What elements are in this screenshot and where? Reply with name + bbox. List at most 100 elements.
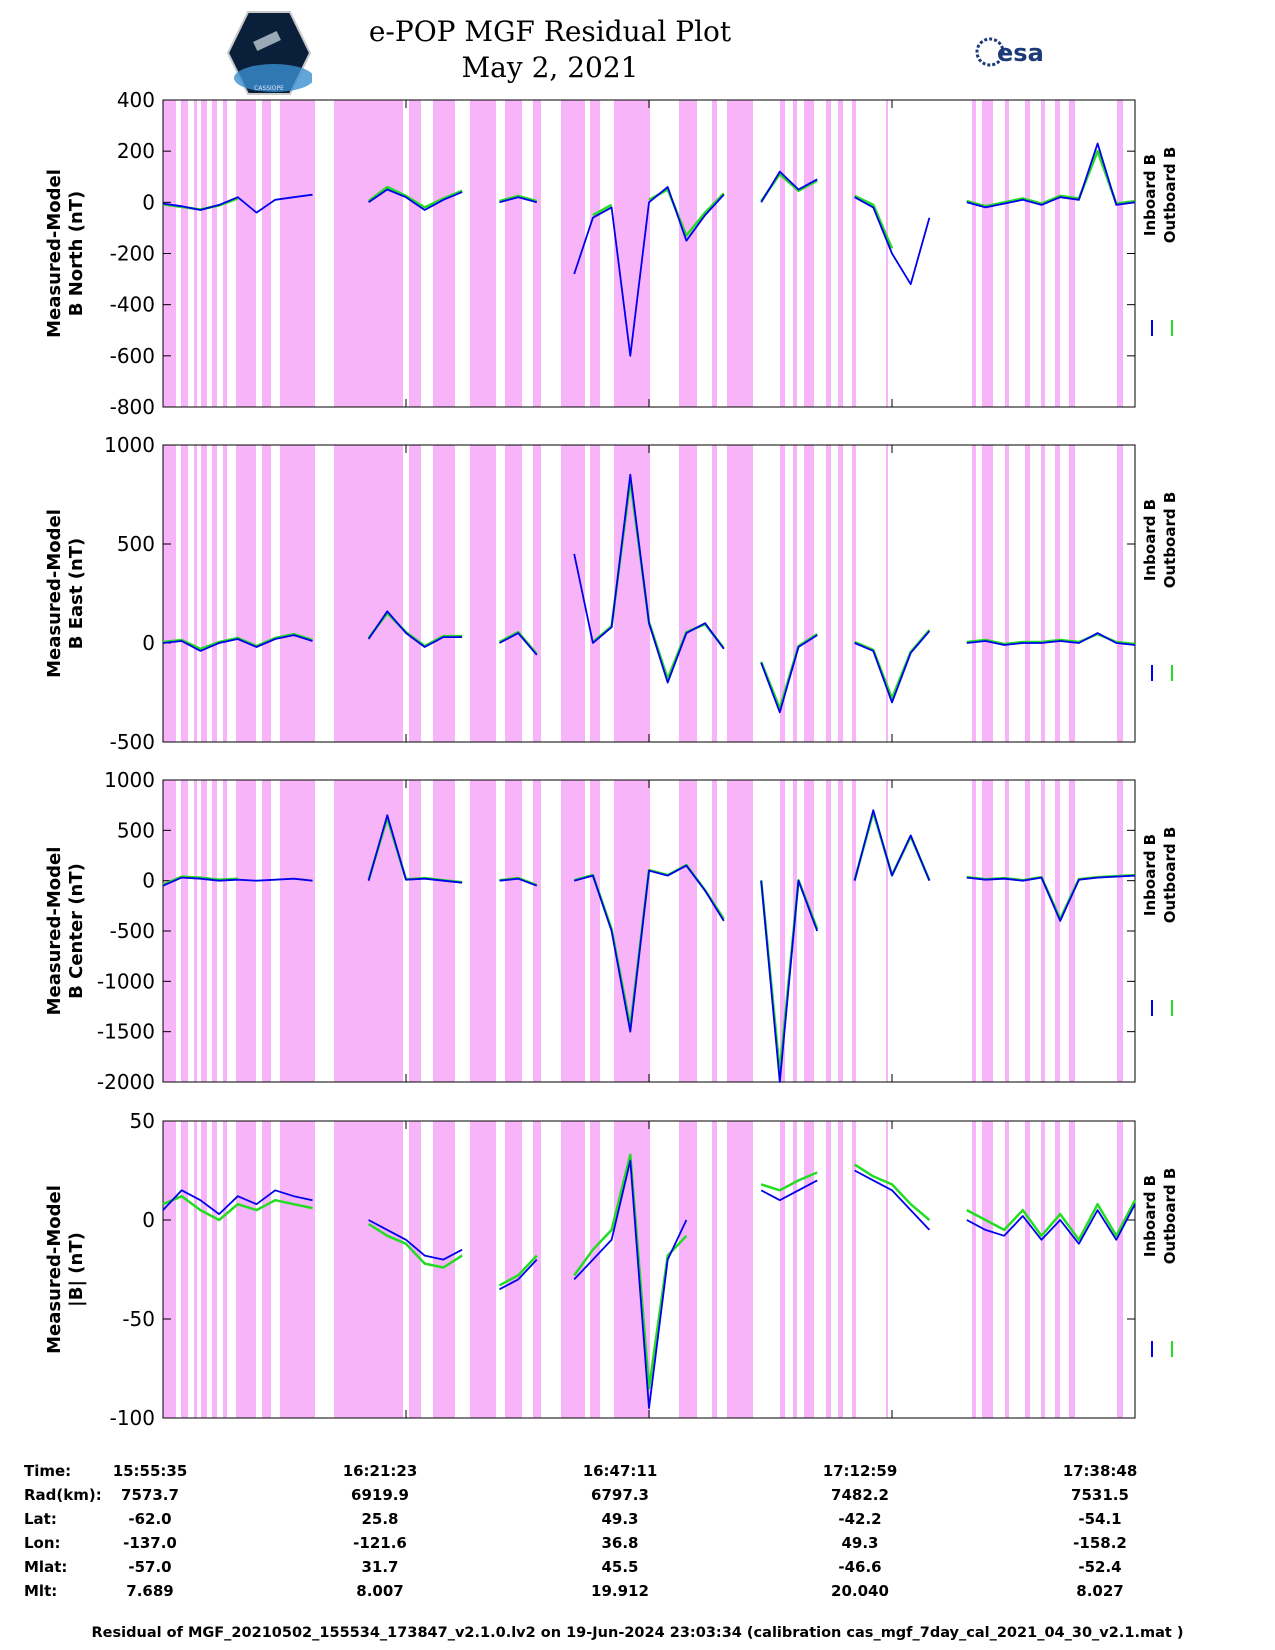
shaded-band xyxy=(1005,100,1009,407)
shaded-band xyxy=(886,100,888,407)
table-row-label: Lat: xyxy=(24,1510,57,1528)
legend-entry: Inboard B xyxy=(1141,834,1159,916)
table-cell: 16:47:11 xyxy=(582,1462,658,1480)
shaded-band xyxy=(712,780,717,1082)
shaded-band xyxy=(409,1121,421,1418)
shaded-band xyxy=(614,100,650,407)
y-tick-label: -2000 xyxy=(97,1070,155,1094)
shaded-band xyxy=(470,780,496,1082)
shaded-band xyxy=(433,1121,455,1418)
shaded-band xyxy=(852,1121,856,1418)
shaded-band xyxy=(334,1121,403,1418)
table-cell: 20.040 xyxy=(831,1582,889,1600)
shaded-band xyxy=(727,1121,753,1418)
inboard-series-line xyxy=(162,809,1136,1083)
table-cell: 45.5 xyxy=(601,1558,639,1576)
table-cell: -62.0 xyxy=(128,1510,172,1528)
shaded-band xyxy=(561,780,585,1082)
shaded-band xyxy=(838,1121,843,1418)
table-cell: 17:38:48 xyxy=(1062,1462,1138,1480)
table-cell: -54.1 xyxy=(1078,1510,1122,1528)
shaded-band xyxy=(334,100,403,407)
shaded-band xyxy=(1041,780,1045,1082)
shaded-band xyxy=(262,100,271,407)
y-tick-label: -500 xyxy=(110,730,155,754)
shaded-band xyxy=(793,780,797,1082)
shaded-band xyxy=(201,100,207,407)
shaded-band xyxy=(793,1121,797,1418)
shaded-band xyxy=(223,780,227,1082)
shaded-band xyxy=(1005,445,1009,742)
esa-logo: esa xyxy=(975,37,1044,67)
shaded-band xyxy=(1025,445,1030,742)
shaded-band xyxy=(334,780,403,1082)
shaded-band xyxy=(780,1121,785,1418)
shaded-band xyxy=(590,445,600,742)
shaded-band xyxy=(201,445,207,742)
y-tick-label: 200 xyxy=(117,139,155,163)
shaded-band xyxy=(804,1121,814,1418)
table-cell: 6919.9 xyxy=(351,1486,409,1504)
shaded-band xyxy=(712,445,717,742)
table-cell: -121.6 xyxy=(353,1534,407,1552)
y-axis-label-line: Measured-Model xyxy=(44,169,65,338)
shaded-band xyxy=(280,1121,315,1418)
shaded-band xyxy=(679,100,697,407)
y-tick-label: 500 xyxy=(117,532,155,556)
shaded-band xyxy=(533,1121,541,1418)
shaded-band xyxy=(590,1121,600,1418)
y-tick-label: -600 xyxy=(110,344,155,368)
shaded-band xyxy=(194,780,197,1082)
shaded-band xyxy=(886,445,888,742)
shaded-band xyxy=(201,780,207,1082)
shaded-band xyxy=(1055,445,1060,742)
table-cell: -52.4 xyxy=(1078,1558,1122,1576)
shaded-band xyxy=(433,445,455,742)
shaded-band xyxy=(826,1121,831,1418)
shaded-band xyxy=(223,100,227,407)
shaded-band xyxy=(780,445,785,742)
shaded-band xyxy=(712,100,717,407)
shaded-band xyxy=(852,445,856,742)
table-cell: 25.8 xyxy=(361,1510,399,1528)
inboard-series-line xyxy=(162,473,1136,714)
y-axis-label-line: B East (nT) xyxy=(66,538,87,650)
legend: Inboard B Outboard B xyxy=(1141,147,1179,244)
table-cell: 7.689 xyxy=(126,1582,174,1600)
y-tick-label: 1000 xyxy=(104,433,155,457)
table-cell: 8.027 xyxy=(1076,1582,1124,1600)
shaded-band xyxy=(852,780,856,1082)
shaded-band xyxy=(590,100,600,407)
shaded-band xyxy=(212,780,217,1082)
shaded-band xyxy=(826,780,831,1082)
table-cell: 16:21:23 xyxy=(342,1462,418,1480)
y-tick-label: 500 xyxy=(117,818,155,842)
shaded-band xyxy=(181,100,188,407)
shaded-band xyxy=(1041,1121,1045,1418)
y-axis-label-line: B Center (nT) xyxy=(66,863,87,999)
y-axis-label: Measured-ModelB East (nT) xyxy=(44,509,87,678)
shaded-band xyxy=(409,780,421,1082)
title-line-2: May 2, 2021 xyxy=(461,51,639,84)
shaded-band xyxy=(826,100,831,407)
table-cell: -42.2 xyxy=(838,1510,882,1528)
y-axis-label-line: |B| (nT) xyxy=(66,1232,87,1307)
shaded-band xyxy=(804,780,814,1082)
y-axis-label-line: Measured-Model xyxy=(44,1185,65,1354)
shaded-band xyxy=(804,100,814,407)
y-tick-label: -100 xyxy=(110,1406,155,1430)
legend-entry: Outboard B xyxy=(1161,492,1179,589)
shaded-band xyxy=(1117,100,1123,407)
table-cell: 19.912 xyxy=(591,1582,649,1600)
shaded-band xyxy=(727,445,753,742)
shaded-band xyxy=(1005,1121,1009,1418)
y-tick-label: 0 xyxy=(142,1208,155,1232)
table-cell: -57.0 xyxy=(128,1558,172,1576)
table-cell: 36.8 xyxy=(601,1534,639,1552)
shaded-band xyxy=(470,445,496,742)
y-axis-label-line: Measured-Model xyxy=(44,847,65,1016)
shaded-band xyxy=(262,780,271,1082)
shaded-band xyxy=(679,445,697,742)
shaded-band xyxy=(1069,100,1075,407)
shaded-band xyxy=(679,1121,697,1418)
